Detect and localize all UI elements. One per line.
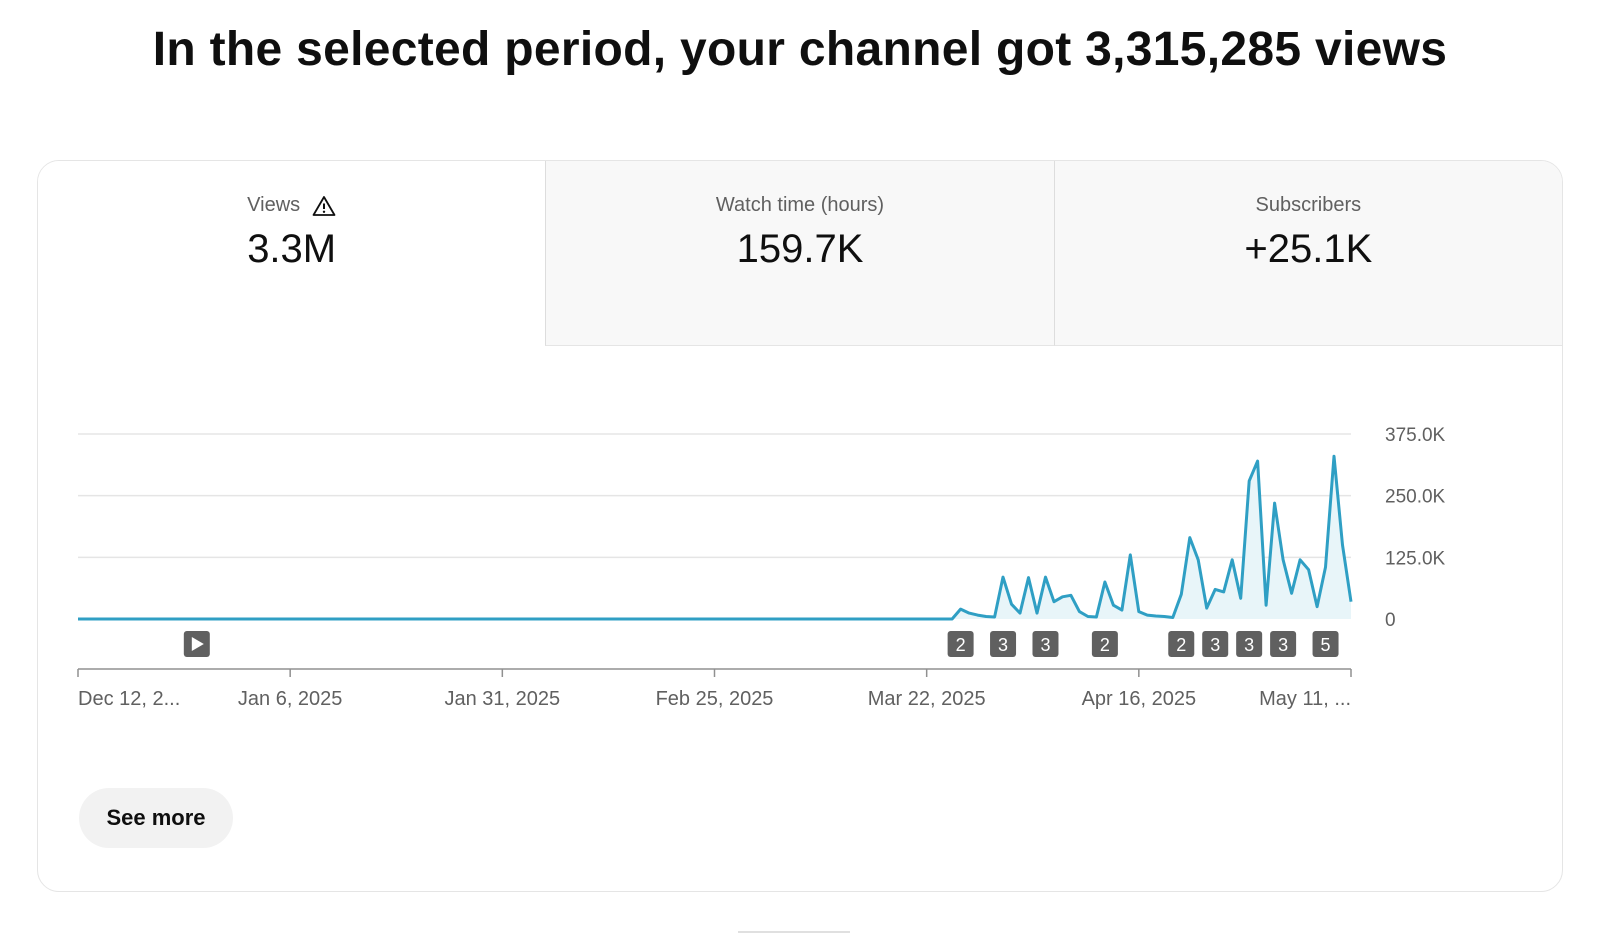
- svg-text:3: 3: [1244, 635, 1254, 655]
- tab-watch-time[interactable]: Watch time (hours) 159.7K: [545, 161, 1054, 346]
- video-count-marker[interactable]: 2: [1168, 631, 1195, 657]
- tab-views[interactable]: Views 3.3M: [38, 161, 546, 346]
- video-count-marker[interactable]: 3: [1202, 631, 1229, 657]
- tab-subscribers-label: Subscribers: [1255, 194, 1362, 216]
- svg-text:3: 3: [1210, 635, 1220, 655]
- see-more-button[interactable]: See more: [79, 788, 233, 848]
- svg-text:3: 3: [1278, 635, 1288, 655]
- video-count-marker[interactable]: 2: [947, 631, 974, 657]
- video-count-marker[interactable]: 3: [1270, 631, 1297, 657]
- page-headline: In the selected period, your channel got…: [152, 23, 1448, 76]
- video-count-marker[interactable]: 2: [1091, 631, 1118, 657]
- video-count-marker[interactable]: 5: [1312, 631, 1339, 657]
- metric-tabs: Views 3.3M Watch time (hours) 159.7K Sub…: [38, 161, 1562, 346]
- svg-text:3: 3: [998, 635, 1008, 655]
- svg-text:3: 3: [1040, 635, 1050, 655]
- video-count-marker[interactable]: 3: [990, 631, 1017, 657]
- views-chart: 0 125.0K 250.0K 375.0K Dec 12, 2... Jan 6, 20…: [77, 425, 1446, 710]
- analytics-card: Views 3.3M Watch time (hours) 159.7K Sub…: [37, 160, 1563, 892]
- bottom-sheet-handle: [738, 931, 850, 933]
- x-tick-label: Jan 31, 2025: [445, 688, 561, 710]
- tab-watch-time-label: Watch time (hours): [715, 194, 885, 216]
- y-tick-label: 0: [1385, 610, 1396, 631]
- tab-watch-time-value: 159.7K: [736, 227, 864, 271]
- views-series-line: [78, 454, 1353, 621]
- x-tick-label: Apr 16, 2025: [1082, 688, 1197, 710]
- y-tick-label: 125.0K: [1385, 548, 1446, 569]
- x-tick-label: Mar 22, 2025: [868, 688, 986, 710]
- svg-text:2: 2: [1100, 635, 1110, 655]
- svg-text:2: 2: [1176, 635, 1186, 655]
- x-tick-label: May 11, ...: [1259, 688, 1351, 710]
- views-chart-area: 0 125.0K 250.0K 375.0K Dec 12, 2... Jan 6, 20…: [38, 401, 1562, 741]
- tab-subscribers[interactable]: Subscribers +25.1K: [1053, 161, 1562, 346]
- views-series-area: [78, 456, 1351, 619]
- svg-text:2: 2: [956, 635, 966, 655]
- x-tick-label: Dec 12, 2...: [78, 688, 180, 710]
- y-tick-label: 250.0K: [1385, 487, 1446, 508]
- video-marker-play-icon[interactable]: [183, 631, 210, 657]
- tab-subscribers-value: +25.1K: [1244, 227, 1373, 271]
- video-count-marker[interactable]: 3: [1032, 631, 1059, 657]
- tab-views-label: Views: [247, 194, 301, 216]
- x-tick-label: Jan 6, 2025: [238, 688, 343, 710]
- y-tick-label: 375.0K: [1385, 425, 1446, 446]
- video-count-marker[interactable]: 3: [1236, 631, 1263, 657]
- x-tick-label: Feb 25, 2025: [656, 688, 774, 710]
- tab-views-value: 3.3M: [247, 227, 337, 271]
- warning-icon[interactable]: [312, 195, 336, 217]
- svg-text:5: 5: [1321, 635, 1331, 655]
